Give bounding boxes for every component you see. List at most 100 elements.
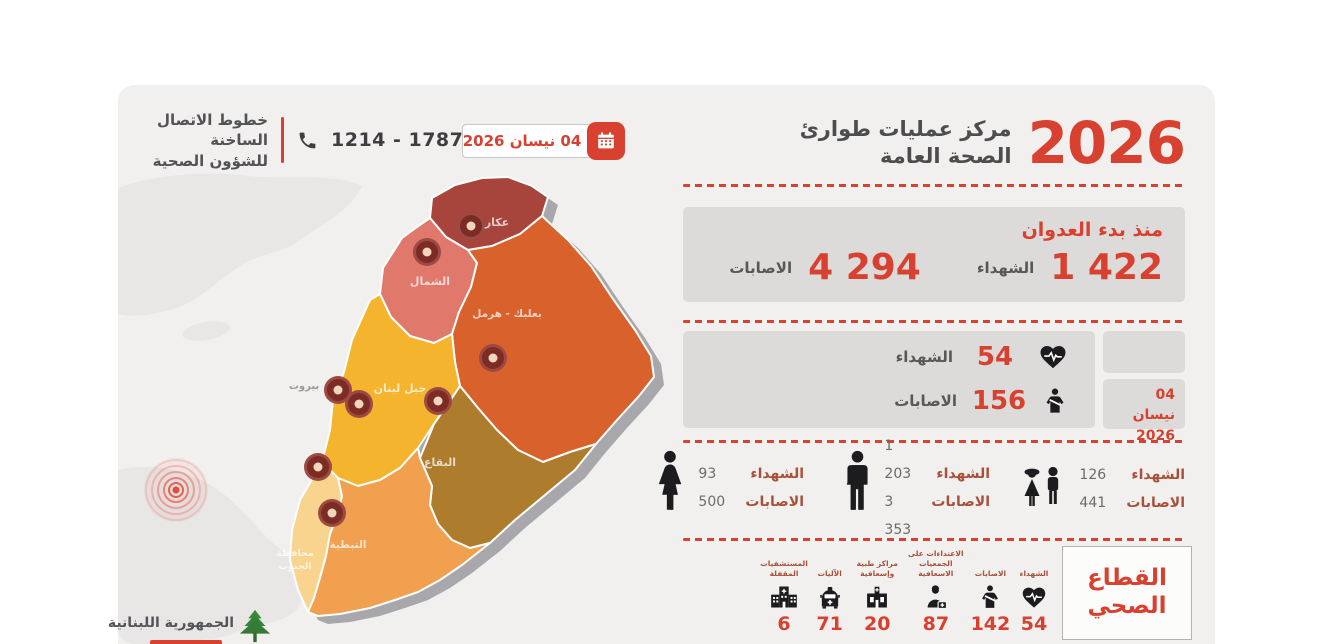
men-injuries-label: الاصابات xyxy=(931,494,990,510)
world-background-shape xyxy=(118,174,362,644)
hs-item-martyrs: الشهداء 54 xyxy=(1014,556,1054,636)
man-icon xyxy=(844,450,871,526)
daily-injuries-value: 156 xyxy=(971,386,1027,416)
date-box-text: 04 نيسان 2026 xyxy=(462,132,582,150)
hotline-divider xyxy=(281,117,284,164)
heart-pulse-icon xyxy=(1019,581,1049,611)
since-aggression-title: منذ بدء العدوان xyxy=(1021,219,1163,241)
hs-medical-centers-label: مراكز طبية وإسعافية xyxy=(856,558,898,578)
hs-injuries-label: الاصابات xyxy=(974,568,1007,578)
paramedic-icon xyxy=(922,581,950,611)
daily-martyrs-label: الشهداء xyxy=(895,348,953,366)
divider-3 xyxy=(683,440,1185,443)
region-nabatieh xyxy=(308,448,490,616)
strike-marker-icon xyxy=(318,499,346,527)
children-martyrs-label: الشهداء xyxy=(1131,467,1185,483)
since-aggression-box: منذ بدء العدوان 1 422 الشهداء 4 294 الاص… xyxy=(683,207,1185,302)
strike-marker-icon xyxy=(479,344,507,372)
strike-marker-icon xyxy=(345,390,373,418)
strike-marker-icon xyxy=(324,376,352,404)
footer-secondary-text-clipped xyxy=(150,640,222,644)
since-injuries-value: 4 294 xyxy=(808,247,921,288)
women-injuries-label: الاصابات xyxy=(745,494,804,510)
divider-1 xyxy=(683,184,1185,187)
strike-marker-icon xyxy=(413,238,441,266)
hotline-block: خطوط الاتصال الساخنة للشؤون الصحية 1214 … xyxy=(140,110,463,171)
ambulance-icon xyxy=(816,581,844,611)
since-martyrs-value: 1 422 xyxy=(1050,247,1163,288)
hs-medical-centers-value: 20 xyxy=(864,613,891,636)
men-martyrs-label: الشهداء xyxy=(936,466,990,482)
men-martyrs-value: 1 203 xyxy=(884,438,912,482)
strike-marker-icon xyxy=(304,453,332,481)
hs-injuries-value: 142 xyxy=(970,613,1011,636)
hs-martyrs-label: الشهداء xyxy=(1019,568,1049,578)
cedar-icon xyxy=(236,607,274,644)
daily-date-line2: 2026 xyxy=(1136,427,1175,444)
demographics-women: الشهداء الاصابات 93 500 xyxy=(659,446,804,530)
daily-date-box: 04 نيسان 2026 xyxy=(1103,379,1185,444)
daily-injuries-label: الاصابات xyxy=(894,392,957,410)
header-year: 2026 xyxy=(1027,109,1186,177)
hs-closed-hospitals-label: المستشفيات المقفلة xyxy=(760,558,808,578)
daily-martyrs-value: 54 xyxy=(976,342,1014,372)
region-label-north: الشمال xyxy=(410,275,450,288)
health-sector-title-line1: القطاع xyxy=(1087,565,1167,592)
header-title-line2: الصحة العامة xyxy=(880,144,1012,168)
phone-icon xyxy=(299,132,316,149)
women-martyrs-label: الشهداء xyxy=(750,466,804,482)
health-sector-title-box: القطاع الصحي xyxy=(1062,546,1192,640)
epicenter-rings-icon xyxy=(144,458,208,522)
region-label-baalbek-hermel: بعلبك - هرمل xyxy=(472,308,542,320)
hotline-label-line1: خطوط الاتصال الساخنة xyxy=(157,111,268,150)
hs-item-closed-hospitals: المستشفيات المقفلة 6 xyxy=(760,556,808,636)
date-box: 04 نيسان 2026 xyxy=(462,122,625,160)
children-martyrs-value: 126 xyxy=(1079,467,1107,483)
women-injuries-value: 500 xyxy=(698,494,726,510)
health-sector-title-line2: الصحي xyxy=(1087,593,1167,619)
hs-item-medical-centers: مراكز طبية وإسعافية 20 xyxy=(851,556,903,636)
region-label-south-line2: الجنوب xyxy=(278,561,311,572)
medical-center-icon xyxy=(863,581,891,611)
region-label-nabatieh: النبطية xyxy=(330,539,367,551)
region-label-bekaa: البقاع xyxy=(424,456,456,469)
calendar-icon xyxy=(587,122,625,160)
women-martyrs-value: 93 xyxy=(698,466,717,482)
daily-box: 54 الشهداء 156 الاصابات xyxy=(683,331,1095,428)
region-label-akkar: عكار xyxy=(484,216,509,229)
health-sector-stats: الشهداء 54 الاصابات 142 الاعتداءات عل xyxy=(760,549,1054,635)
heart-pulse-icon xyxy=(1037,342,1069,372)
hotline-numbers: 1214 - 1787 xyxy=(331,129,464,152)
demographics-men: الشهداء الاصابات 1 203 3 353 xyxy=(844,438,990,538)
header-title-line1: مركز عمليات طوارئ xyxy=(799,116,1012,141)
header-title: مركز عمليات طوارئ الصحة العامة xyxy=(800,116,1012,171)
since-martyrs-label: الشهداء xyxy=(976,258,1035,277)
hs-attacks-label: الاعتداءات على الجمعيات الاسعافية xyxy=(908,549,964,578)
hotline-label-line2: للشؤون الصحية xyxy=(152,151,268,170)
hs-item-vehicles: الآليات 71 xyxy=(810,556,850,636)
hs-item-injuries: الاصابات 142 xyxy=(968,556,1012,636)
daily-side-box xyxy=(1103,331,1185,373)
header: 2026 مركز عمليات طوارئ الصحة العامة xyxy=(683,106,1186,180)
hospital-icon xyxy=(768,581,800,611)
children-injuries-value: 441 xyxy=(1079,495,1107,511)
children-injuries-label: الاصابات xyxy=(1126,495,1185,511)
divider-4 xyxy=(683,538,1185,541)
region-label-mount-lebanon: جبل لبنان xyxy=(374,382,427,395)
divider-2 xyxy=(683,320,1185,323)
since-injuries-label: الاصابات xyxy=(729,258,793,277)
hs-vehicles-label: الآليات xyxy=(817,568,842,578)
city-label-beirut: بيروت xyxy=(289,381,319,392)
hotline-label: خطوط الاتصال الساخنة للشؤون الصحية xyxy=(140,110,268,171)
daily-date-line1: 04 نيسان xyxy=(1132,387,1175,424)
strike-marker-icon xyxy=(424,387,452,415)
hs-closed-hospitals-value: 6 xyxy=(777,613,791,636)
demographics-children: الشهداء الاصابات 126 441 xyxy=(1024,450,1185,528)
region-label-south-line1: محافظة xyxy=(276,548,314,559)
strike-marker-icon xyxy=(457,212,485,240)
footer-republic-text: الجمهورية اللبنانية xyxy=(107,615,234,631)
children-icon xyxy=(1020,463,1066,515)
woman-icon xyxy=(655,450,685,526)
